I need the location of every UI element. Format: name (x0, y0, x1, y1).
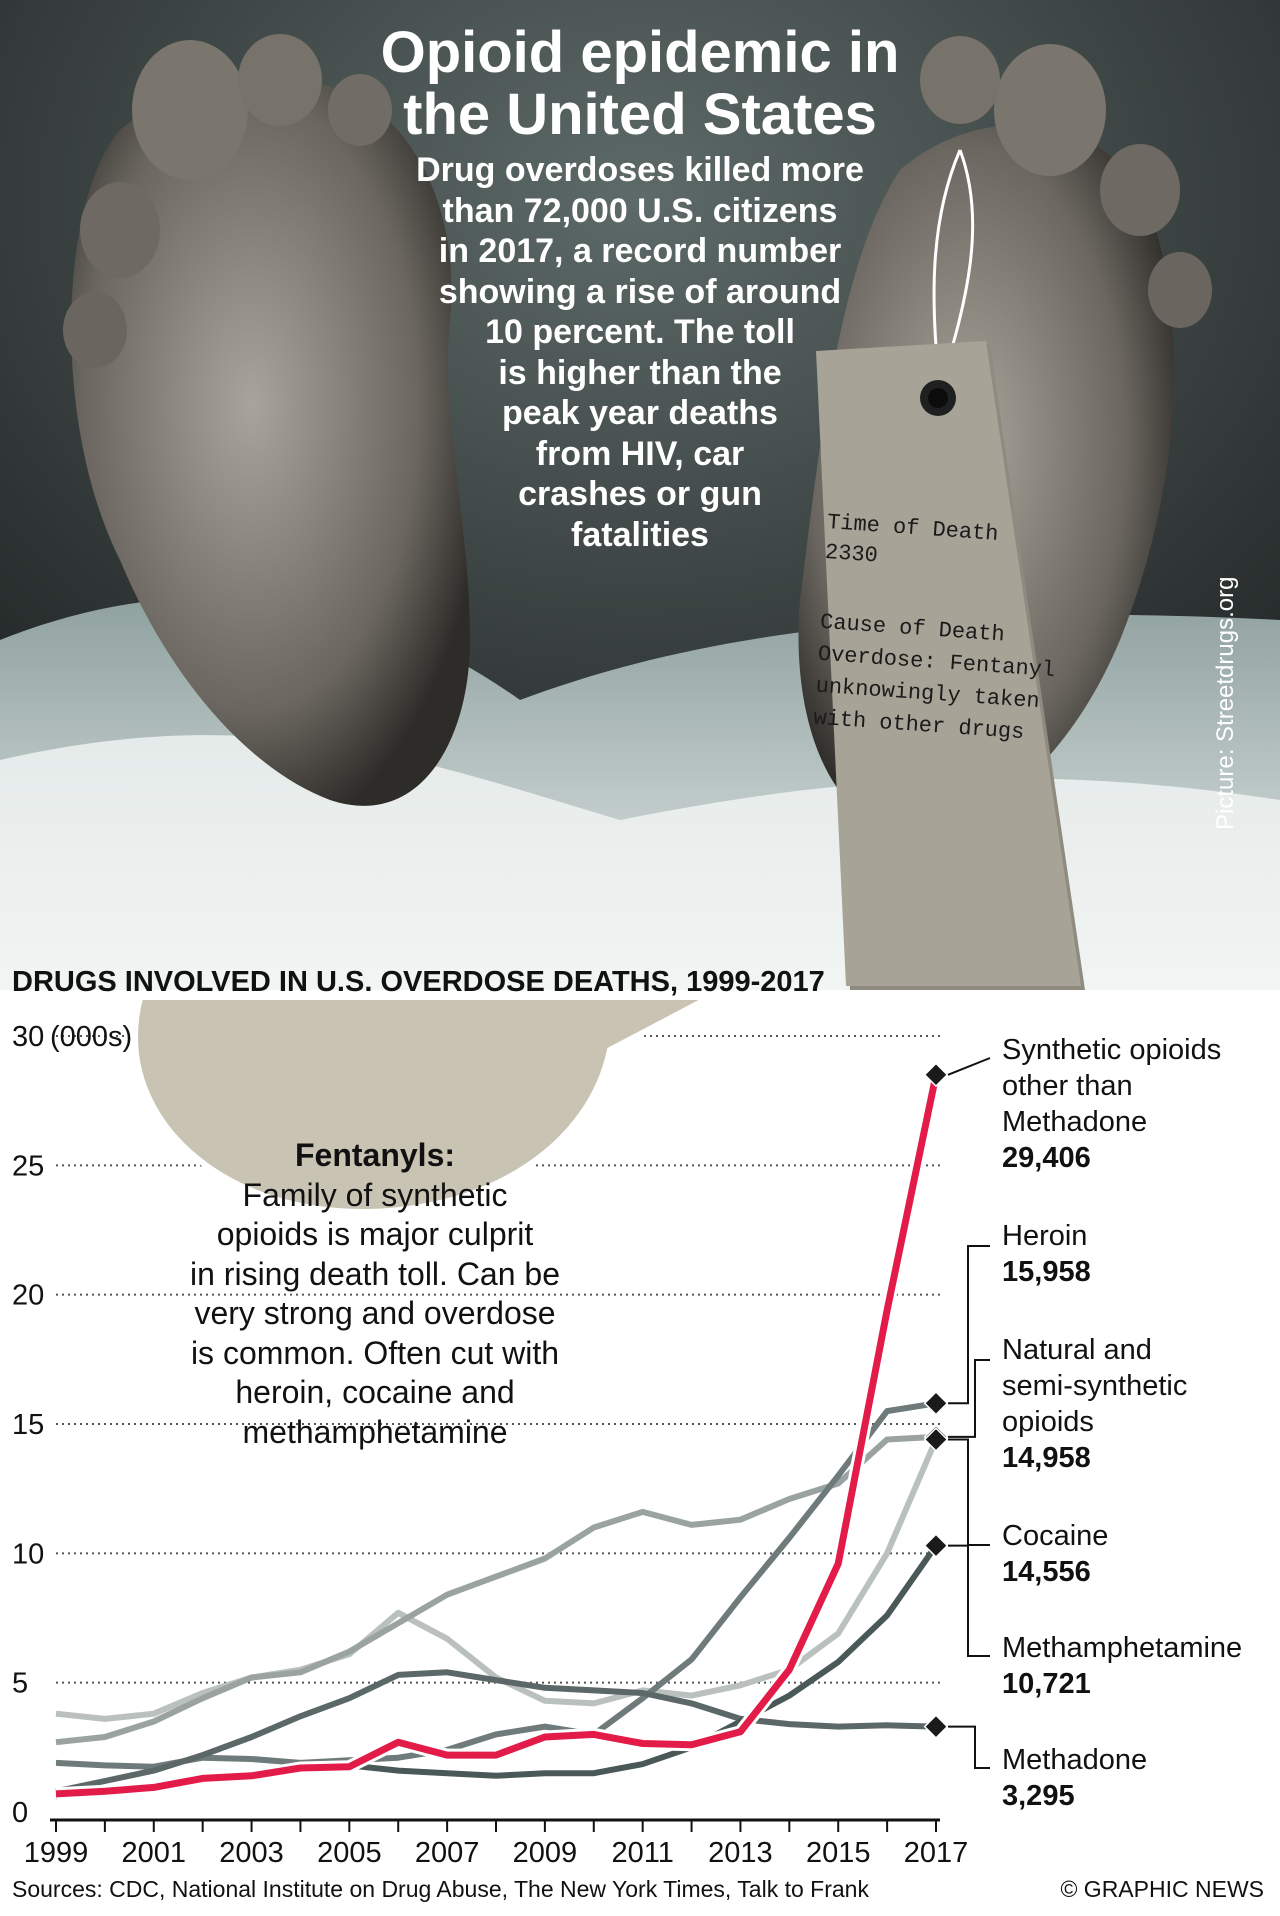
series-name: Heroin (1002, 1220, 1088, 1252)
label-natural-opioids: Natural and semi-synthetic opioids 14,95… (1002, 1332, 1187, 1476)
series-name: Methadone (1002, 1106, 1148, 1138)
series-line-fentanyl (55, 1074, 940, 1798)
x-tick-label: 1999 (24, 1837, 89, 1869)
series-name: Cocaine (1002, 1520, 1109, 1552)
y-tick-label: 10 (12, 1538, 44, 1570)
copyright: © GRAPHIC NEWS (1060, 1876, 1264, 1902)
annotation-bubble (131, 1000, 712, 1216)
subtitle-line: showing a rise of around (438, 272, 842, 311)
leader-meth (948, 1544, 990, 1657)
leader-synthetic (947, 1057, 991, 1076)
annotation-line: opioids is major culprit (216, 1216, 534, 1252)
x-tick-label: 2005 (317, 1837, 382, 1869)
annotation-line: very strong and overdose (194, 1295, 556, 1331)
sources: Sources: CDC, National Institute on Drug… (12, 1876, 869, 1902)
chart-title: DRUGS INVOLVED IN U.S. OVERDOSE DEATHS, … (12, 966, 825, 998)
series-value: 29,406 (1002, 1142, 1091, 1174)
line-chart: 0 5 10 15 20 25 30 (000s) 1999 2001 2003 2005 2007 2… (12, 1000, 991, 1869)
y-tick-label: 20 (12, 1280, 44, 1312)
subtitle-line: crashes or gun (518, 475, 762, 513)
x-tick-label: 2001 (122, 1837, 187, 1869)
x-tick-label: 2015 (806, 1837, 871, 1869)
y-tick-label: 0 (12, 1797, 28, 1829)
end-marker-cocaine (923, 1427, 949, 1452)
subtitle: Drug overdoses killed more than 72,000 U… (380, 150, 900, 555)
series-value: 14,556 (1002, 1556, 1091, 1588)
subtitle-line: peak year deaths (502, 394, 778, 432)
subtitle-line: fatalities (571, 515, 709, 554)
label-methadone: Methadone 3,295 (1002, 1742, 1147, 1814)
y-tick-label: 30 (12, 1021, 44, 1053)
leader-cocaine (948, 1438, 990, 1546)
title-line: the United States (403, 82, 877, 147)
morgue-feet-illustration (0, 0, 1280, 990)
series-name: other than (1002, 1070, 1133, 1102)
label-synthetic-opioids: Synthetic opioids other than Methadone 2… (1002, 1032, 1221, 1176)
leader-methadone (948, 1725, 990, 1769)
y-unit-label: (000s) (50, 1021, 132, 1053)
end-marker-meth (923, 1533, 949, 1558)
subtitle-line: Drug overdoses killed more (416, 151, 864, 189)
series-value: 10,721 (1002, 1668, 1091, 1700)
toe-tag (816, 341, 1085, 990)
end-marker-methadone (923, 1714, 949, 1740)
title-line: Opioid epidemic in (380, 20, 900, 85)
series-value: 3,295 (1002, 1780, 1075, 1812)
y-tick-label: 25 (12, 1150, 44, 1182)
leader-natural (948, 1359, 990, 1438)
subtitle-line: from HIV, car (535, 434, 745, 473)
end-marker-fentanyl (923, 1062, 949, 1088)
leader-heroin (948, 1245, 990, 1405)
x-tick-label: 2013 (708, 1837, 773, 1869)
picture-credit: Picture: Streetdrugs.org (1212, 576, 1239, 830)
series-line-heroin (55, 1400, 937, 1770)
series-name: Methadone (1002, 1744, 1148, 1776)
gridlines: 0 5 10 15 20 25 30 (000s) (12, 1021, 940, 1829)
subtitle-line: is higher than the (498, 353, 782, 392)
subtitle-line: than 72,000 U.S. citizens (442, 191, 838, 230)
end-marker-heroin (923, 1390, 949, 1416)
label-leaders (947, 1057, 991, 1769)
x-tick-label: 2009 (513, 1837, 578, 1869)
axes: 1999 2001 2003 2005 2007 2009 2011 2013 2015 2017 (24, 1818, 969, 1869)
series-line-natural (55, 1433, 937, 1746)
page-title: Opioid epidemic in the United States (320, 22, 960, 146)
series-value: 14,958 (1002, 1442, 1091, 1474)
x-tick-label: 2007 (415, 1837, 480, 1869)
series-name: Natural and (1002, 1334, 1152, 1366)
annotation-line: heroin, cocaine and (235, 1374, 515, 1410)
tag-line: 2330 (824, 539, 879, 569)
subtitle-line: in 2017, a record number (438, 232, 842, 270)
x-tick-label: 2003 (219, 1837, 284, 1869)
annotation-line: in rising death toll. Can be (190, 1255, 560, 1292)
series-value: 15,958 (1002, 1256, 1091, 1288)
y-tick-label: 15 (12, 1409, 44, 1441)
series-name: semi-synthetic (1002, 1370, 1188, 1402)
annotation-line: Family of synthetic (242, 1176, 508, 1213)
series-line-methadone (55, 1669, 937, 1795)
label-methamphetamine: Methamphetamine 10,721 (1002, 1630, 1242, 1702)
x-tick-label: 2017 (904, 1837, 969, 1869)
subtitle-line: 10 percent. The toll (485, 313, 795, 351)
series-lines (55, 1062, 949, 1801)
annotation-heading: Fentanyls: (294, 1137, 456, 1173)
annotation-line: methamphetamine (242, 1413, 508, 1450)
series-name: Synthetic opioids (1002, 1034, 1222, 1066)
label-heroin: Heroin 15,958 (1002, 1218, 1091, 1290)
y-tick-label: 5 (12, 1668, 28, 1700)
hero-picture: Opioid epidemic in the United States Dru… (0, 0, 1280, 990)
x-tick-label: 2011 (611, 1837, 673, 1869)
label-cocaine: Cocaine 14,556 (1002, 1518, 1108, 1590)
series-name: opioids (1002, 1406, 1094, 1438)
annotation-text: Fentanyls: Family of synthetic opioids i… (140, 1136, 610, 1452)
series-name: Methamphetamine (1002, 1632, 1243, 1664)
annotation-line: is common. Often cut with (190, 1334, 560, 1371)
